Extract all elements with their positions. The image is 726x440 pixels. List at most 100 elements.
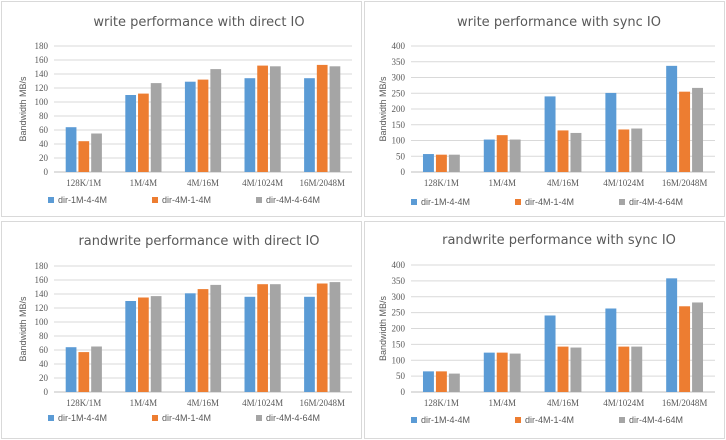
x-tick-label: 4M/1024M (242, 398, 283, 408)
y-tick-label: 140 (35, 289, 49, 299)
y-tick-label: 250 (392, 88, 406, 98)
y-tick-label: 350 (392, 276, 406, 286)
bar-3-3 (210, 284, 222, 392)
bar-3-2 (509, 139, 521, 172)
x-tick-label: 16M/2048M (299, 398, 345, 408)
legend-swatch (515, 417, 521, 423)
legend-swatch (152, 415, 158, 421)
bar-2-1 (435, 371, 447, 392)
bar-1-2 (483, 352, 495, 392)
bar-2-3 (557, 130, 569, 172)
chart-panel-write-sync: write performance with sync IO 0 50 100 150 2… (364, 1, 725, 217)
x-tick-label: 16M/2048M (662, 178, 708, 188)
y-tick-label: 200 (392, 324, 406, 334)
legend-swatch (48, 197, 54, 203)
chart-svg: write performance with direct IO 0 20 40 60 8… (18, 15, 352, 205)
x-tick-label: 16M/2048M (662, 398, 708, 408)
x-tick-label: 128K/1M (66, 178, 101, 188)
y-tick-label: 140 (35, 69, 49, 79)
bar-2-4 (257, 65, 268, 172)
bar-2-4 (618, 346, 630, 392)
bar-3-5 (692, 87, 704, 172)
legend-label: dir-4M-4-64M (629, 197, 683, 207)
bar-1-3 (184, 293, 196, 392)
bar-3-1 (91, 133, 102, 172)
x-tick-label: 4M/1024M (603, 178, 644, 188)
bar-3-3 (570, 132, 582, 172)
y-tick-label: 250 (392, 308, 406, 318)
y-tick-label: 50 (396, 151, 406, 161)
bar-1-5 (304, 78, 315, 172)
chart-panel-write-direct: write performance with direct IO 0 20 40 60 8… (1, 1, 362, 217)
bar-1-2 (483, 139, 495, 172)
bar-1-1 (422, 371, 434, 392)
x-tick-label: 16M/2048M (299, 178, 345, 188)
bar-1-4 (244, 296, 256, 392)
chart-title: write performance with direct IO (93, 15, 304, 30)
y-tick-label: 400 (392, 41, 406, 51)
bar-3-5 (329, 66, 341, 172)
legend-label: dir-1M-4-4M (58, 195, 107, 205)
chart-panel-randwrite-sync: randwrite performance with sync IO 0 50 100… (364, 221, 725, 439)
y-tick-label: 80 (39, 331, 49, 341)
x-tick-label: 4M/16M (187, 178, 219, 188)
bar-2-2 (496, 352, 508, 392)
x-tick-label: 1M/4M (488, 178, 516, 188)
chart-panel-randwrite-direct: randwrite performance with direct IO 0 20 4… (1, 221, 362, 439)
bar-3-2 (509, 353, 521, 392)
legend-label: dir-4M-1-4M (525, 415, 574, 425)
y-tick-label: 0 (44, 167, 49, 177)
y-tick-label: 20 (39, 373, 49, 383)
chart-svg: write performance with sync IO 0 50 100 150 2… (378, 15, 715, 207)
y-tick-label: 60 (39, 125, 49, 135)
y-tick-label: 0 (401, 167, 406, 177)
bar-3-5 (329, 282, 341, 392)
bar-2-1 (78, 141, 90, 172)
chart-svg: randwrite performance with direct IO 0 20 4… (18, 234, 352, 423)
y-tick-label: 300 (392, 73, 406, 83)
bar-2-2 (496, 135, 508, 172)
x-tick-label: 128K/1M (66, 398, 101, 408)
bar-2-5 (316, 64, 328, 172)
x-tick-label: 1M/4M (130, 178, 158, 188)
y-axis-label: Bandwidth MB/s (378, 76, 388, 142)
x-tick-label: 128K/1M (424, 398, 459, 408)
y-tick-label: 180 (35, 41, 49, 51)
legend-label: dir-1M-4-4M (421, 415, 470, 425)
bar-1-4 (605, 92, 617, 172)
bar-2-5 (679, 306, 691, 392)
legend-swatch (411, 199, 417, 205)
bar-2-4 (257, 284, 268, 392)
y-axis-label: Bandwidth MB/s (18, 296, 28, 362)
bar-1-3 (544, 96, 556, 172)
x-tick-label: 1M/4M (488, 398, 516, 408)
bar-1-1 (65, 347, 77, 392)
bar-3-2 (150, 83, 162, 172)
bar-2-3 (197, 79, 209, 172)
bar-2-2 (138, 297, 149, 392)
legend-label: dir-4M-1-4M (162, 195, 211, 205)
x-tick-label: 128K/1M (424, 178, 459, 188)
y-tick-label: 180 (35, 261, 49, 271)
legend-swatch (48, 415, 54, 421)
y-tick-label: 200 (392, 104, 406, 114)
y-tick-label: 160 (35, 55, 49, 65)
y-tick-label: 60 (39, 345, 49, 355)
x-tick-label: 4M/1024M (603, 398, 644, 408)
legend-swatch (619, 199, 625, 205)
y-tick-label: 40 (39, 139, 49, 149)
y-tick-label: 400 (392, 260, 406, 270)
bar-3-2 (150, 296, 162, 392)
legend-label: dir-4M-1-4M (525, 197, 574, 207)
bar-3-3 (570, 347, 582, 392)
bar-3-1 (91, 346, 102, 392)
chart-title: randwrite performance with sync IO (442, 233, 676, 248)
bar-3-1 (448, 154, 460, 172)
bar-2-1 (78, 352, 90, 392)
y-tick-label: 150 (392, 120, 406, 130)
chart-title: randwrite performance with direct IO (78, 234, 319, 249)
x-tick-label: 4M/1024M (242, 178, 283, 188)
bar-2-1 (435, 154, 447, 172)
legend-label: dir-4M-4-64M (629, 415, 683, 425)
bar-1-3 (544, 315, 556, 392)
